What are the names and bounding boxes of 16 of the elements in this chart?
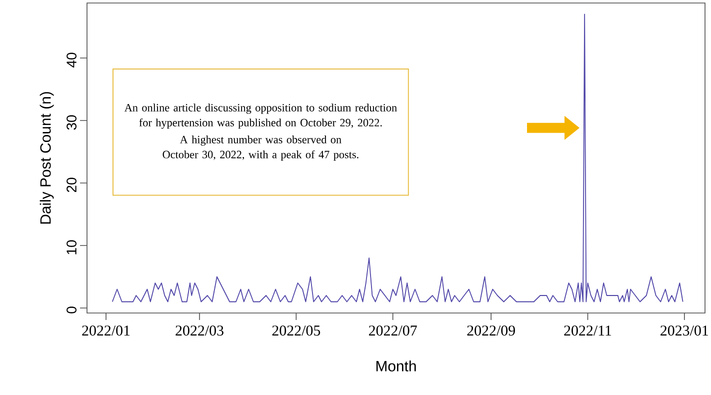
annotation: An online article discussing opposition to sodium reduction for hypertension was published on October 29, 2022. — [124, 104, 397, 129]
x-tick-label: 2022/01 — [82, 326, 130, 336]
annotation: A highest number was observed on October 30, 2022, with a peak of 47 posts. — [162, 136, 358, 161]
x-tick-label: 2022/09 — [467, 326, 515, 336]
y-axis-title: Daily Post Count (n) — [40, 92, 54, 224]
x-tick-label: 2022/07 — [369, 326, 417, 336]
x-tick-label: 2022/03 — [176, 326, 224, 336]
x-tick-label: 2022/11 — [564, 326, 612, 336]
y-tick-label: 0 — [66, 306, 76, 314]
x-tick-label: 2022/05 — [272, 326, 320, 336]
x-tick-label: 2023/01 — [660, 326, 708, 336]
y-tick-label: 20 — [66, 178, 76, 192]
y-tick-label: 30 — [66, 115, 76, 130]
y-tick-label: 40 — [66, 52, 76, 68]
y-tick-label: 10 — [66, 240, 76, 254]
x-axis-title: Month — [376, 360, 416, 372]
